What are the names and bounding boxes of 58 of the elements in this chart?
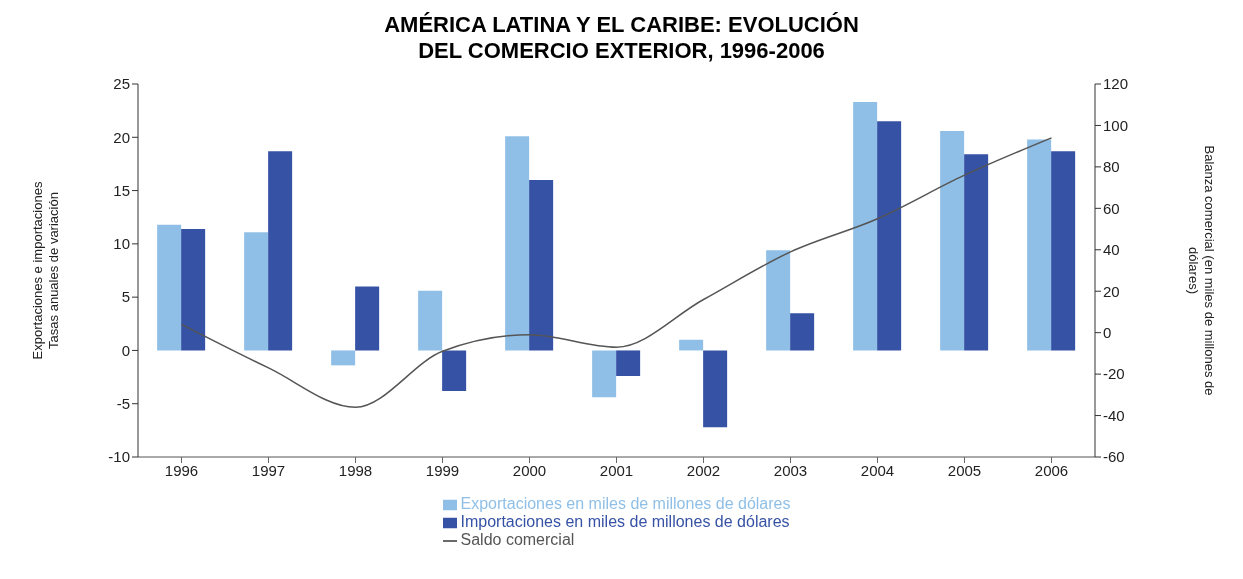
y2-tick-label: 80 [1103,158,1120,176]
legend-label: Saldo comercial [460,531,575,548]
x-tick-label: 1998 [338,461,373,479]
y2-tick-label: -60 [1103,448,1125,466]
y2-tick-label: 20 [1103,282,1120,300]
x-tick-label: 2005 [947,461,982,479]
y2-tick-label: 60 [1103,199,1120,217]
bar [157,224,182,351]
bar [244,232,269,351]
y-tick-label: 25 [113,75,130,93]
x-tick-label: 2002 [686,461,721,479]
x-tick-label: 2004 [860,461,895,479]
bar [679,339,704,351]
bar [940,130,965,351]
y-tick-label: 0 [121,341,130,359]
bar [529,179,554,351]
bar [331,350,356,366]
y-axis-title: Exportaciones e importaciones Tasas anuales de variación [30,181,61,360]
y-tick-label: 20 [113,128,130,146]
bar [790,313,815,351]
x-tick-label: 2001 [599,461,634,479]
bar [853,102,878,351]
bar [355,286,380,351]
bar [418,290,443,351]
y2-tick-label: -20 [1103,365,1125,383]
y-tick-label: 5 [121,288,130,306]
x-tick-label: 2000 [512,461,547,479]
x-tick-label: 1999 [425,461,460,479]
legend-label: Importaciones en miles de millones de dólares [460,513,790,530]
y2-tick-label: 120 [1103,75,1129,93]
y-tick-label: 10 [113,235,130,253]
y-tick-label: 15 [113,181,130,199]
x-tick-label: 1996 [164,461,199,479]
bar [877,121,902,351]
chart-title: AMÉRICA LATINA Y EL CARIBE: EVOLUCIÓN DEL COMERCIO EXTERIOR, 1996-2006 [383,12,860,64]
line-series [180,137,1053,409]
bar [181,228,206,351]
y2-tick-label: 100 [1103,116,1129,134]
legend-label: Exportaciones en miles de millones de dólares [460,495,791,512]
bar [766,250,791,351]
y-tick-label: -10 [108,448,130,466]
bar [592,350,617,398]
y2-tick-label: -40 [1103,406,1125,424]
x-tick-label: 2003 [773,461,808,479]
bar [616,350,641,377]
bar [442,350,467,391]
bar [703,350,728,428]
bar [505,136,530,351]
x-tick-label: 2006 [1034,461,1069,479]
bar [964,154,989,351]
bar [1051,151,1076,351]
bar [1027,139,1052,351]
x-tick-label: 1997 [251,461,286,479]
y2-tick-label: 40 [1103,241,1120,259]
bar [268,151,293,351]
y2-tick-label: 0 [1103,323,1112,341]
y-tick-label: -5 [116,395,130,413]
y2-axis-title: Balanza comercial (en miles de millones de dólares) [1186,145,1217,396]
